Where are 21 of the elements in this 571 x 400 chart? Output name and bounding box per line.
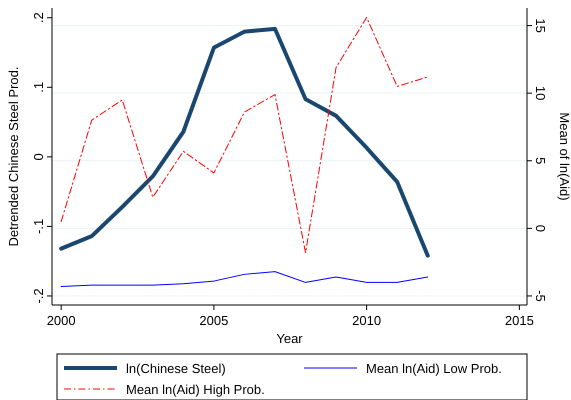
legend-label: Mean ln(Aid) High Prob. — [126, 382, 265, 397]
y-tick-label: 0 — [31, 153, 46, 160]
x-tick-label: 2015 — [504, 313, 534, 328]
y2-tick-label: 5 — [533, 157, 548, 164]
x-tick-label: 2005 — [199, 313, 228, 328]
x-tick-label: 2010 — [352, 313, 382, 328]
y2-axis-title: Mean of ln(Aid) — [557, 112, 571, 201]
x-axis-title: Year — [276, 331, 304, 346]
y-tick-label: -.2 — [31, 288, 46, 304]
y-tick-label: -.1 — [31, 218, 46, 234]
y2-tick-label: 0 — [533, 224, 548, 232]
y2-tick-label: -5 — [533, 290, 548, 302]
line-series — [60, 271, 428, 287]
y2-tick-label: 10 — [533, 86, 548, 100]
y2-tick-label: 15 — [533, 18, 548, 33]
y-axis-title: Detrended Chinese Steel Prod. — [6, 66, 21, 246]
x-tick-label: 2000 — [46, 313, 76, 328]
y-tick-label: .1 — [31, 82, 46, 93]
legend-label: Mean ln(Aid) Low Prob. — [366, 361, 502, 376]
legend-label: ln(Chinese Steel) — [126, 361, 226, 376]
y-tick-label: .2 — [31, 12, 46, 24]
